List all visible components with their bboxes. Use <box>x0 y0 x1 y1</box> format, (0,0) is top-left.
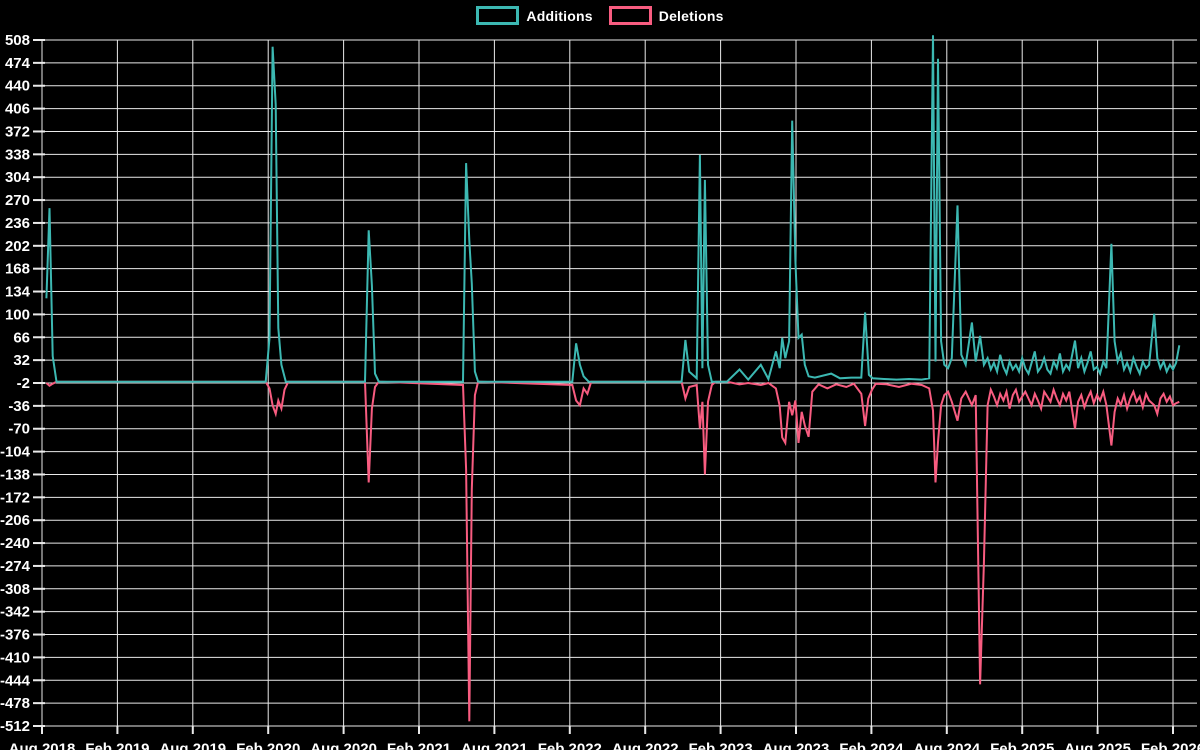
x-tick-label: Feb 2025 <box>990 740 1054 750</box>
y-tick-label: -308 <box>0 581 30 598</box>
y-tick-label: -444 <box>0 672 31 689</box>
y-tick-label: -512 <box>0 718 30 735</box>
y-tick-label: 202 <box>5 238 30 255</box>
deletions-legend-label: Deletions <box>658 7 724 24</box>
deletions-swatch-icon <box>608 6 652 25</box>
legend: Additions Deletions <box>0 6 1200 25</box>
y-tick-label: -138 <box>0 466 30 483</box>
x-tick-label: Aug 2020 <box>310 740 377 750</box>
y-tick-label: 406 <box>5 101 30 118</box>
y-tick-label: -342 <box>0 604 30 621</box>
y-tick-label: 134 <box>5 284 31 301</box>
x-tick-label: Feb 2021 <box>387 740 451 750</box>
y-tick-label: 66 <box>13 329 30 346</box>
y-tick-label: -478 <box>0 695 30 712</box>
y-tick-label: 32 <box>13 352 30 369</box>
y-tick-label: -274 <box>0 558 31 575</box>
y-tick-label: 440 <box>5 78 30 95</box>
x-tick-label: Aug 2021 <box>461 740 528 750</box>
y-tick-label: -70 <box>8 421 30 438</box>
deletions-line <box>45 380 1180 722</box>
x-tick-label: Aug 2019 <box>159 740 226 750</box>
y-tick-label: -206 <box>0 512 30 529</box>
x-tick-label: Feb 2020 <box>236 740 300 750</box>
y-tick-label: 508 <box>5 32 30 49</box>
legend-item-deletions: Deletions <box>608 6 724 25</box>
x-tick-label: Aug 2022 <box>612 740 679 750</box>
x-tick-label: Feb 2023 <box>688 740 752 750</box>
y-tick-label: -36 <box>8 398 30 415</box>
axis-label-layer: 508 474 440 406 372 338 304 270 236 202 168 134 100 6… <box>0 32 1200 750</box>
y-tick-label: 236 <box>5 215 30 232</box>
legend-item-additions: Additions <box>476 6 593 25</box>
y-tick-label: -410 <box>0 649 30 666</box>
x-tick-label: Aug 2025 <box>1064 740 1131 750</box>
additions-legend-label: Additions <box>526 7 593 24</box>
x-tick-label: Aug 2018 <box>9 740 76 750</box>
series-layer <box>45 35 1181 722</box>
grid-layer <box>41 39 1197 727</box>
y-tick-label: -2 <box>17 375 30 392</box>
y-tick-label: -104 <box>0 444 31 461</box>
y-tick-label: 338 <box>5 146 30 163</box>
y-tick-label: -240 <box>0 535 30 552</box>
x-tick-label: Feb 2026 <box>1141 740 1200 750</box>
y-tick-label: -376 <box>0 627 30 644</box>
y-tick-label: 304 <box>5 169 31 186</box>
y-tick-label: -172 <box>0 489 30 506</box>
x-tick-label: Aug 2023 <box>763 740 830 750</box>
tick-layer <box>33 39 1174 734</box>
y-tick-label: 168 <box>5 261 30 278</box>
y-tick-label: 100 <box>5 306 30 323</box>
y-tick-label: 474 <box>5 55 31 72</box>
x-tick-label: Feb 2024 <box>839 740 904 750</box>
y-tick-label: 372 <box>5 123 30 140</box>
x-tick-label: Feb 2019 <box>85 740 149 750</box>
additions-line <box>45 35 1181 383</box>
x-tick-label: Aug 2024 <box>913 740 980 750</box>
y-tick-label: 270 <box>5 192 30 209</box>
additions-swatch-icon <box>476 6 520 25</box>
x-tick-label: Feb 2022 <box>538 740 602 750</box>
